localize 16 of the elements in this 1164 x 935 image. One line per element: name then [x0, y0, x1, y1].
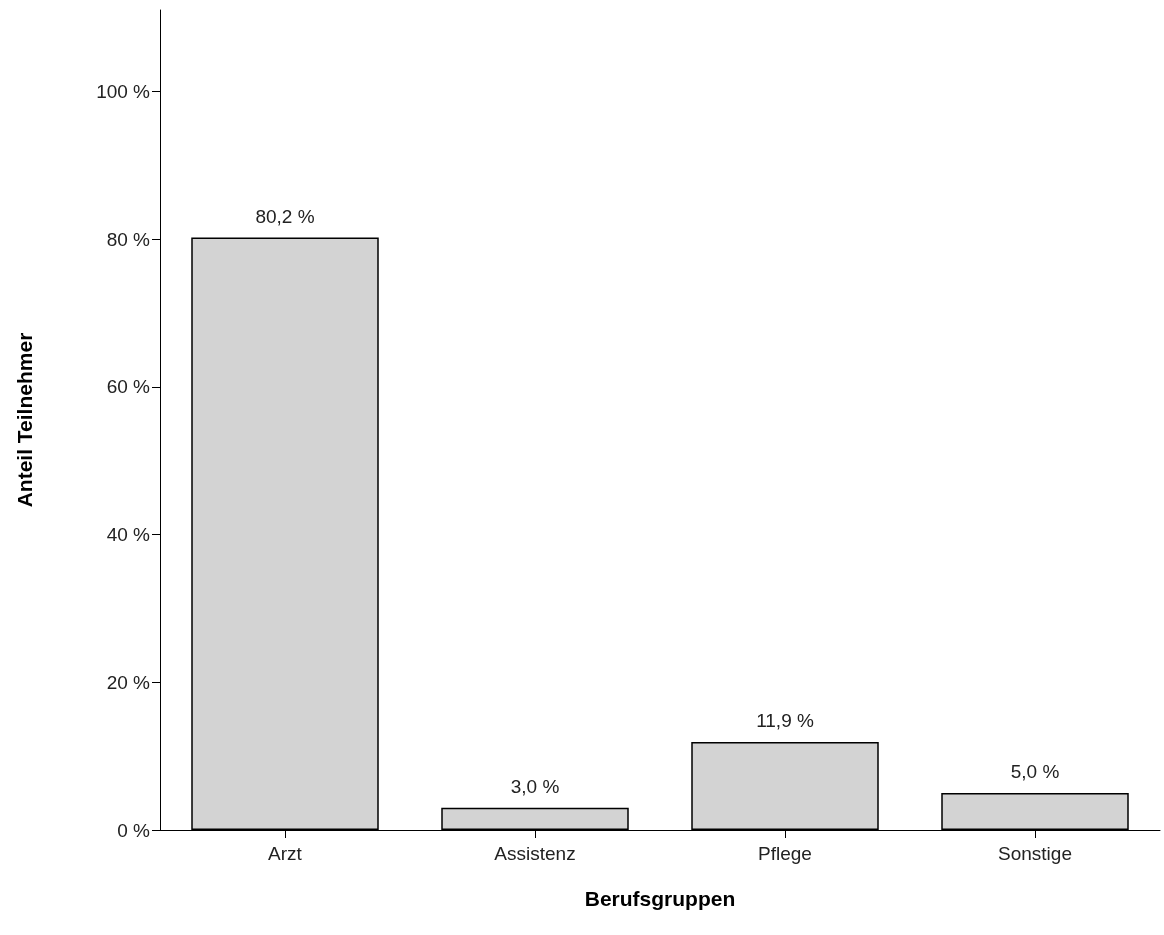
- x-tick-label: Pflege: [758, 843, 812, 864]
- y-tick-label: 80 %: [106, 228, 151, 250]
- y-tick-label: 20 %: [106, 671, 151, 693]
- data-label: 3,0 %: [510, 775, 560, 797]
- y-tick-label: 40 %: [106, 524, 151, 545]
- y-tick-label: 0 %: [117, 819, 151, 841]
- x-tick-label: Assistenz: [494, 843, 576, 864]
- data-label: 11,9 %: [756, 710, 814, 732]
- x-tick-label: Sonstige: [998, 843, 1072, 864]
- y-tick-label: 100 %: [96, 80, 151, 102]
- y-tick-label: 60 %: [106, 376, 151, 398]
- y-axis-title: Anteil Teilnehmer: [13, 332, 36, 508]
- x-tick-label: Arzt: [268, 843, 303, 864]
- data-label: 80,2 %: [255, 205, 315, 227]
- data-label: 5,0 %: [1010, 761, 1060, 783]
- x-axis-title: Berufsgruppen: [584, 887, 736, 910]
